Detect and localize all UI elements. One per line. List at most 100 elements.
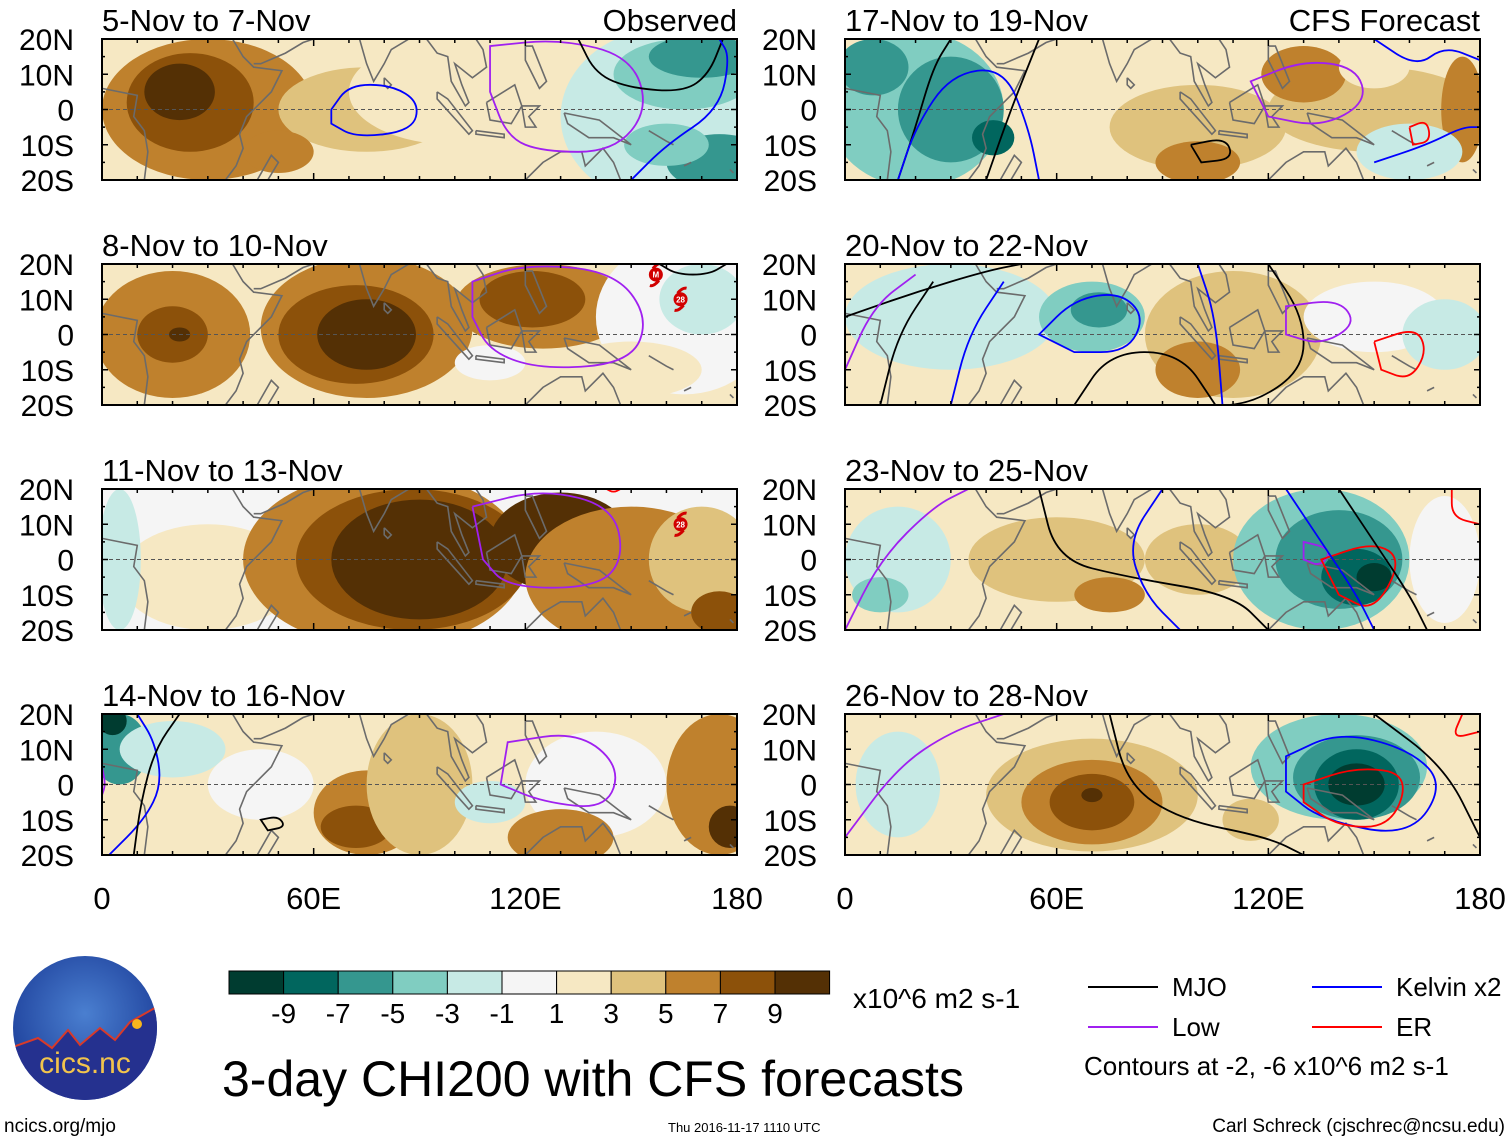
coastline	[253, 489, 314, 515]
lat-tick-label: 20N	[762, 249, 817, 282]
cyclone-label: 28	[676, 520, 685, 529]
panel-title: 14-Nov to 16-Nov	[102, 678, 345, 713]
coastline	[102, 312, 149, 405]
coastline	[425, 39, 488, 108]
anomaly-region	[648, 39, 737, 78]
anomaly-region	[1155, 141, 1241, 180]
anomaly-region	[454, 345, 526, 381]
mjo-contour	[258, 816, 284, 832]
coastline	[683, 836, 692, 842]
cyclone-label: 28	[676, 295, 685, 304]
mjo-contour	[1038, 489, 1269, 630]
lat-tick-label: 20N	[762, 474, 817, 507]
anomaly-region	[348, 39, 561, 145]
footer-timestamp: Thu 2016-11-17 1110 UTC	[668, 1120, 820, 1135]
coastline	[1306, 337, 1375, 371]
coastline	[1228, 533, 1266, 575]
footer-url[interactable]: ncics.org/mjo	[4, 1116, 116, 1137]
coastline	[1228, 308, 1266, 350]
coastline	[102, 537, 149, 630]
lat-tick-label: 10S	[764, 805, 817, 838]
lat-tick-label: 0	[800, 545, 817, 578]
colorbar-tick-label: 1	[549, 998, 565, 1029]
lat-tick-label: 10N	[762, 509, 817, 542]
low-contour	[845, 273, 917, 371]
column-label: Observed	[603, 3, 737, 38]
coastline	[425, 714, 488, 783]
coastline	[967, 489, 1027, 630]
mjo-contour	[985, 39, 1040, 180]
lat-tick-label: 20S	[21, 165, 74, 198]
anomaly-region	[624, 123, 709, 166]
logo-text: cics.nc	[39, 1047, 131, 1080]
coastline	[224, 264, 284, 405]
coastline	[967, 264, 1027, 405]
coastline	[845, 762, 892, 855]
kelvin-contour	[1285, 489, 1375, 630]
lon-tick-label: 60E	[1029, 881, 1084, 916]
lat-tick-label: 10S	[764, 355, 817, 388]
lat-tick-label: 10S	[21, 580, 74, 613]
coastline	[1472, 618, 1478, 624]
coastline	[524, 597, 622, 630]
colorbar-tick-label: -1	[490, 998, 515, 1029]
anomaly-region	[1155, 341, 1241, 398]
colorbar-units: x10^6 m2 s-1	[853, 983, 1020, 1014]
legend-item-kelvin: Kelvin x2	[1312, 972, 1502, 1002]
coastline	[563, 562, 632, 596]
coastline	[1168, 714, 1231, 783]
anomaly-region	[852, 577, 909, 613]
legend-label: ER	[1396, 1012, 1432, 1042]
coastline	[383, 527, 393, 540]
lat-tick-label: 0	[57, 770, 74, 803]
lon-tick-label: 120E	[1232, 881, 1304, 916]
kelvin-contour	[1132, 489, 1181, 630]
coastline	[967, 714, 1027, 855]
coastline	[1101, 489, 1153, 534]
lat-tick-label: 20S	[764, 390, 817, 423]
colorbar-swatch	[719, 970, 776, 995]
coastline	[383, 77, 393, 90]
anomaly-region	[507, 809, 614, 855]
coastline	[1168, 264, 1231, 333]
coastline	[1126, 752, 1136, 765]
low-contour	[845, 714, 1005, 838]
coastline	[436, 316, 474, 361]
coastline	[475, 129, 505, 139]
lon-tick-label: 60E	[286, 881, 341, 916]
mjo-contour	[1373, 714, 1480, 838]
tropical-cyclone-marker: 28	[673, 511, 688, 537]
lat-tick-label: 10N	[19, 59, 74, 92]
coastline	[425, 264, 488, 333]
coastline	[683, 161, 692, 167]
contour-note: Contours at -2, -6 x10^6 m2 s-1	[1084, 1051, 1449, 1081]
coastline	[1168, 489, 1231, 558]
lat-tick-label: 10N	[762, 284, 817, 317]
low-contour	[499, 734, 617, 808]
coastline	[1126, 77, 1136, 90]
lat-tick-label: 20N	[762, 699, 817, 732]
coastline	[1264, 780, 1285, 803]
lat-tick-label: 10S	[21, 130, 74, 163]
lon-tick-label: 120E	[489, 881, 561, 916]
coastline	[729, 168, 735, 174]
colorbar-tick-label: 9	[767, 998, 783, 1029]
lat-tick-label: 10N	[19, 509, 74, 542]
coastline	[102, 87, 149, 180]
coastline	[683, 386, 692, 392]
coastline	[729, 393, 735, 399]
coastline	[1426, 161, 1435, 167]
lat-tick-label: 20S	[21, 390, 74, 423]
er-contour	[1407, 121, 1431, 146]
coastline	[1426, 836, 1435, 842]
anomaly-region	[102, 714, 127, 736]
colorbar-swatch	[501, 970, 558, 995]
lat-tick-label: 20N	[19, 699, 74, 732]
cics-logo: cics.nc	[13, 956, 157, 1100]
kelvin-contour	[897, 69, 1040, 180]
anomaly-region	[1338, 46, 1410, 89]
coastline	[1306, 562, 1375, 596]
lat-tick-label: 0	[800, 770, 817, 803]
